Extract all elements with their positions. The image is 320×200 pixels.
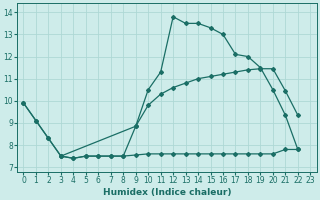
X-axis label: Humidex (Indice chaleur): Humidex (Indice chaleur) [103, 188, 231, 197]
